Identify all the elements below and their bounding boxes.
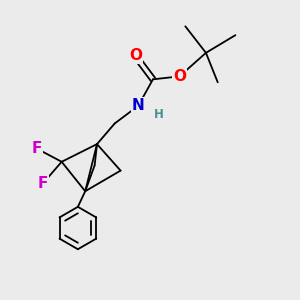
Text: O: O — [173, 69, 186, 84]
Text: F: F — [32, 141, 42, 156]
Text: O: O — [129, 48, 142, 63]
Text: N: N — [132, 98, 145, 113]
Text: H: H — [154, 108, 164, 121]
Text: F: F — [37, 176, 48, 191]
